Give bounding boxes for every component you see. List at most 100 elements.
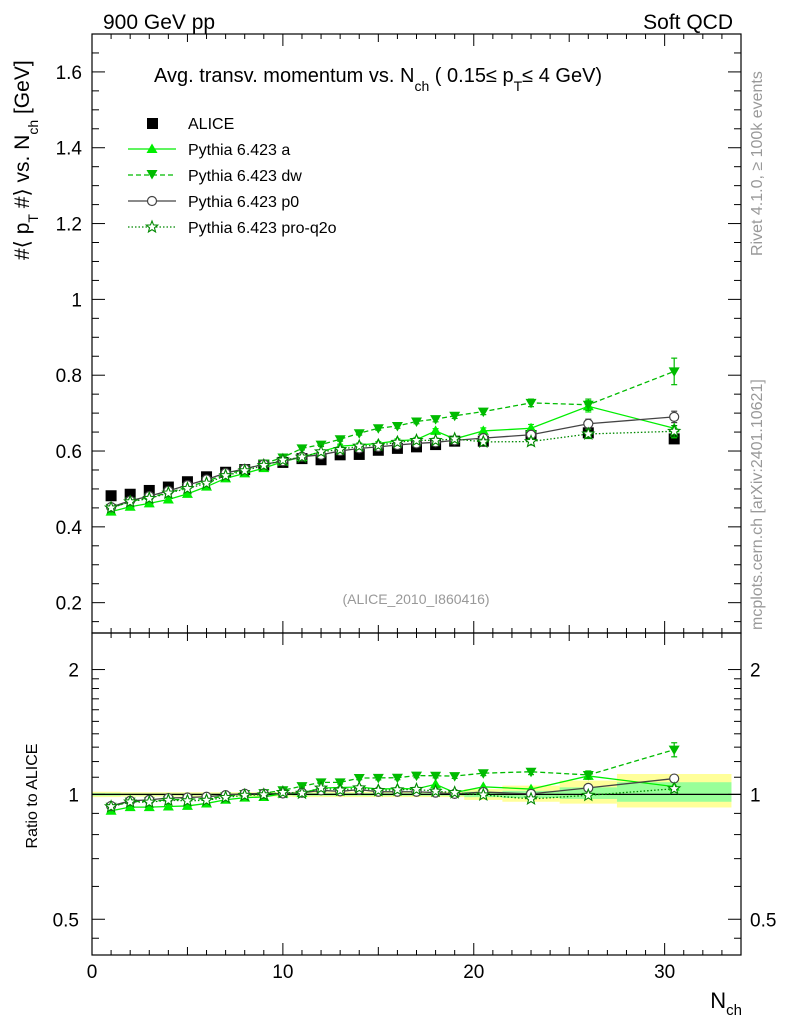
svg-text:Pythia 6.423 p0: Pythia 6.423 p0	[188, 194, 299, 211]
main-point-pythia-6-423-a	[162, 494, 174, 504]
ratio-point-pythia-6-423-dw	[372, 773, 384, 784]
main-point-pythia-6-423-a	[525, 422, 537, 433]
main-point-pythia-6-423-a	[477, 425, 489, 435]
main-point-pythia-6-423-pro-q2o	[199, 475, 214, 490]
main-point-pythia-6-423-pro-q2o	[142, 490, 157, 505]
ratio-point-pythia-6-423-a	[162, 801, 174, 811]
ratio-point-pythia-6-423-pro-q2o	[199, 792, 214, 807]
ratio-point-pythia-6-423-pro-q2o	[371, 782, 386, 797]
mcplots-label: mcplots.cern.ch [arXiv:2401.10621]	[749, 379, 766, 630]
ratio-point-pythia-6-423-dw	[430, 771, 442, 782]
main-y-tick-label: 1.2	[56, 215, 82, 236]
main-point-pythia-6-423-pro-q2o	[523, 434, 539, 448]
ratio-line-pythia-6-423-pro-q2o	[110, 787, 675, 808]
ratio-point-pythia-6-423-dw	[668, 745, 680, 756]
main-line-pythia-6-423-dw	[110, 370, 675, 509]
main-point-alice	[353, 448, 365, 460]
legend-pythia-dw: Pythia 6.423 dw	[128, 168, 302, 185]
ratio-point-pythia-6-423-pro-q2o	[409, 781, 424, 796]
ratio-point-pythia-6-423-pro-q2o	[218, 789, 233, 804]
ratio-y-tick-label-right: 0.5	[750, 910, 776, 931]
main-point-pythia-6-423-pro-q2o	[476, 434, 491, 448]
main-y-tick-label: 0.6	[56, 442, 82, 463]
ratio-point-pythia-6-423-a	[181, 800, 193, 810]
main-point-pythia-6-423-pro-q2o	[667, 423, 682, 438]
legend-pythia-pro-q2o: Pythia 6.423 pro-q2o	[128, 219, 337, 237]
main-line-pythia-6-423-pro-q2o	[110, 430, 675, 509]
ratio-point-pythia-6-423-pro-q2o	[103, 799, 119, 813]
main-point-pythia-6-423-dw	[525, 398, 537, 409]
ratio-point-pythia-6-423-dw	[477, 769, 489, 779]
rivet-label: Rivet 4.1.0, ≥ 100k events	[749, 71, 766, 256]
svg-text:Pythia 6.423 a: Pythia 6.423 a	[188, 142, 290, 159]
main-point-pythia-6-423-pro-q2o	[581, 426, 596, 441]
main-y-tick-label: 0.8	[56, 366, 82, 387]
x-tick-label: 20	[463, 962, 484, 983]
main-plot-series	[103, 357, 682, 516]
ratio-point-pythia-6-423-pro-q2o	[123, 794, 138, 809]
ratio-point-pythia-6-423-dw	[582, 770, 594, 781]
main-point-pythia-6-423-dw	[372, 424, 384, 434]
ratio-band-green	[616, 782, 732, 802]
ratio-point-pythia-6-423-dw	[525, 767, 537, 778]
x-tick-label: 30	[654, 962, 675, 983]
main-y-axis-label: #⟨ pT #⟩ vs. Nch [GeV]	[11, 60, 41, 260]
x-tick-label: 10	[272, 962, 293, 983]
ratio-y-tick-label-left: 0.5	[53, 910, 79, 931]
header-right-label: Soft QCD	[643, 11, 733, 34]
ratio-point-pythia-6-423-pro-q2o	[476, 787, 491, 802]
ratio-point-pythia-6-423-dw	[449, 772, 461, 782]
main-point-alice	[143, 484, 155, 496]
main-point-pythia-6-423-pro-q2o	[218, 468, 233, 482]
ratio-point-pythia-6-423-pro-q2o	[447, 785, 462, 799]
legend-pythia-p0: Pythia 6.423 p0	[128, 194, 299, 211]
main-point-pythia-6-423-pro-q2o	[428, 432, 443, 447]
main-plot-title: Avg. transv. momentum vs. Nch ( 0.15≤ pT…	[154, 65, 602, 94]
main-series-pythia-6-423-pro-q2o	[103, 423, 682, 514]
main-point-pythia-6-423-pro-q2o	[313, 444, 329, 458]
main-point-pythia-6-423-pro-q2o	[371, 437, 386, 452]
main-series-pythia-6-423-a	[105, 400, 680, 516]
ratio-point-pythia-6-423-dw	[391, 773, 403, 784]
ratio-y-tick-label-left: 1	[68, 785, 79, 806]
main-point-pythia-6-423-a	[430, 425, 442, 435]
ratio-y-tick-label-left: 2	[68, 661, 79, 682]
main-y-tick-label: 0.2	[56, 594, 82, 615]
main-point-pythia-6-423-p0	[669, 411, 680, 423]
ratio-point-pythia-6-423-dw	[411, 771, 422, 782]
legend: ALICE Pythia 6.423 a Pythia 6.423 dw Pyt…	[128, 116, 337, 237]
ratio-point-pythia-6-423-pro-q2o	[523, 791, 539, 806]
ratio-point-pythia-6-423-pro-q2o	[667, 781, 682, 795]
main-point-pythia-6-423-dw	[582, 400, 594, 411]
main-point-pythia-6-423-dw	[353, 429, 365, 439]
main-point-pythia-6-423-a	[181, 488, 193, 498]
main-point-pythia-6-423-pro-q2o	[275, 452, 291, 467]
ratio-point-pythia-6-423-pro-q2o	[581, 787, 596, 802]
main-point-pythia-6-423-dw	[477, 407, 489, 418]
main-point-pythia-6-423-pro-q2o	[180, 481, 195, 495]
ratio-point-pythia-6-423-a	[430, 778, 442, 789]
main-point-alice	[105, 490, 117, 502]
main-point-pythia-6-423-pro-q2o	[237, 463, 252, 477]
main-series-alice	[105, 427, 680, 502]
ratio-point-pythia-6-423-pro-q2o	[237, 787, 252, 802]
ratio-point-pythia-6-423-pro-q2o	[142, 794, 157, 809]
ratio-point-pythia-6-423-pro-q2o	[180, 793, 195, 807]
main-point-pythia-6-423-pro-q2o	[333, 442, 348, 456]
legend-alice: ALICE	[147, 116, 234, 133]
main-point-pythia-6-423-dw	[430, 415, 442, 425]
ratio-point-pythia-6-423-pro-q2o	[390, 782, 405, 796]
main-point-pythia-6-423-dw	[391, 422, 403, 432]
analysis-id-label: (ALICE_2010_I860416)	[342, 591, 489, 607]
ratio-point-pythia-6-423-pro-q2o	[161, 792, 176, 807]
main-point-pythia-6-423-dw	[334, 435, 346, 445]
main-point-pythia-6-423-pro-q2o	[123, 494, 138, 508]
ratio-y-tick-label-right: 2	[750, 661, 761, 682]
main-y-tick-label: 1.4	[56, 139, 83, 160]
main-point-pythia-6-423-pro-q2o	[256, 457, 271, 472]
ratio-y-tick-label-right: 1	[750, 785, 761, 806]
main-point-pythia-6-423-pro-q2o	[390, 434, 405, 449]
legend-pythia-a: Pythia 6.423 a	[128, 142, 290, 159]
ratio-point-pythia-6-423-pro-q2o	[275, 784, 291, 799]
